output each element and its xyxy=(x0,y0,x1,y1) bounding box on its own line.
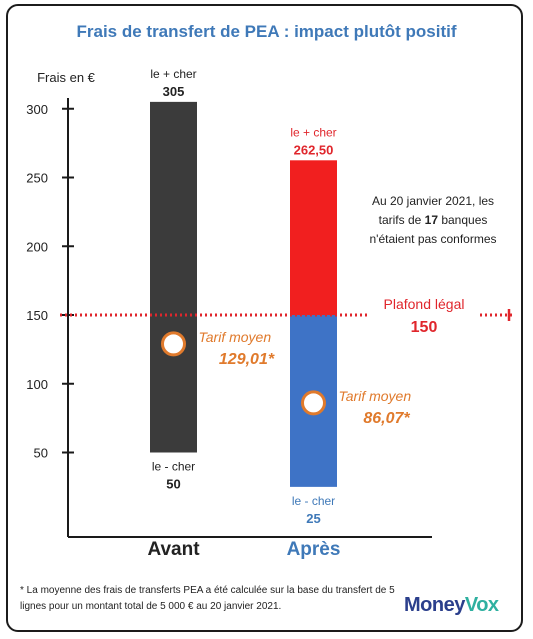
x-category-label: Après xyxy=(287,539,341,560)
bar-max-value: 262,50 xyxy=(294,142,334,157)
bar-min-value: 50 xyxy=(166,477,180,492)
y-tick-label: 250 xyxy=(26,171,48,186)
x-category-label: Avant xyxy=(147,539,200,560)
average-value: 86,07* xyxy=(363,410,410,427)
chart-title: Frais de transfert de PEA : impact plutô… xyxy=(76,22,457,41)
y-tick-label: 50 xyxy=(34,446,48,461)
y-tick-label: 200 xyxy=(26,239,48,254)
plafond-label: Plafond légal xyxy=(384,296,465,312)
annotation-line-2: tarifs de 17 banques xyxy=(379,213,488,227)
average-marker xyxy=(301,390,326,416)
bar-max-caption: le + cher xyxy=(290,125,336,139)
y-tick-label: 100 xyxy=(26,377,48,392)
average-value: 129,01* xyxy=(219,351,275,368)
bar-min-caption: le - cher xyxy=(292,494,335,508)
average-caption: Tarif moyen xyxy=(199,329,272,345)
plafond-label-bg xyxy=(368,293,480,333)
bar-min-value: 25 xyxy=(306,511,320,526)
bar-max-caption: le + cher xyxy=(150,67,196,81)
plafond-value: 150 xyxy=(411,319,438,336)
footnote: * La moyenne des frais de transferts PEA… xyxy=(20,585,395,612)
moneyvox-logo: MoneyVox xyxy=(404,594,499,616)
y-tick-label: 150 xyxy=(26,308,48,323)
average-marker xyxy=(161,331,186,357)
bar-avant xyxy=(150,101,197,453)
y-axis-label: Frais en € xyxy=(37,70,96,85)
bar-min-caption: le - cher xyxy=(152,460,195,474)
bar-apres-above-cap xyxy=(290,160,337,315)
y-tick-label: 300 xyxy=(26,102,48,117)
average-caption: Tarif moyen xyxy=(339,388,412,404)
annotation-line-3: n'étaient pas conformes xyxy=(369,232,496,246)
bar-max-value: 305 xyxy=(163,84,185,99)
annotation-line-1: Au 20 janvier 2021, les xyxy=(372,194,494,208)
